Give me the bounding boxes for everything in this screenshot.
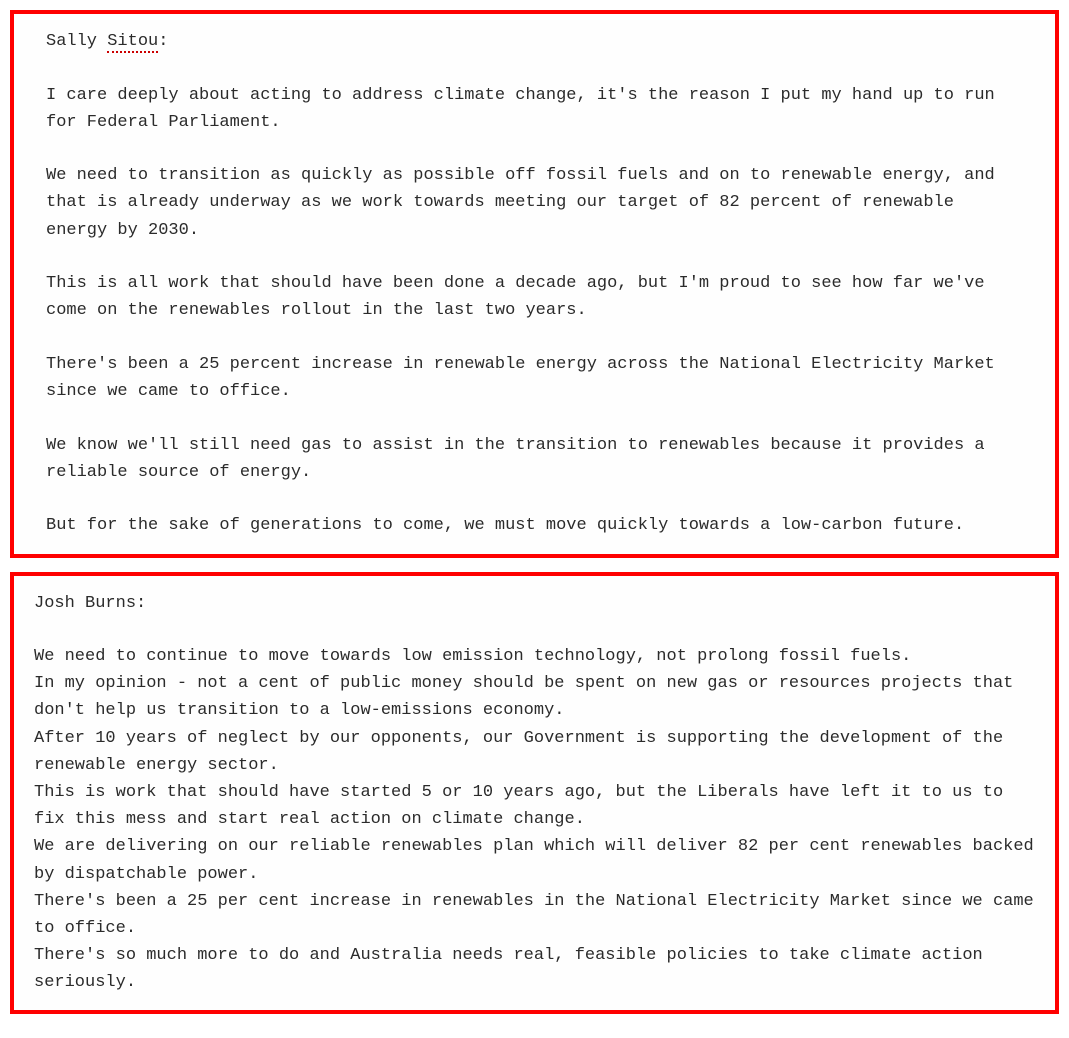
speaker-name: Josh Burns: — [34, 590, 1035, 617]
speaker-name: Sally Sitou: — [46, 28, 1023, 55]
speaker-underlined: Sitou — [107, 32, 158, 53]
paragraph: We need to continue to move towards low … — [34, 643, 1035, 670]
speaker-prefix: Josh Burns: — [34, 594, 146, 613]
quote-box-josh: Josh Burns: We need to continue to move … — [10, 572, 1059, 1015]
paragraph: After 10 years of neglect by our opponen… — [34, 725, 1035, 779]
paragraph: There's so much more to do and Australia… — [34, 942, 1035, 996]
paragraph: I care deeply about acting to address cl… — [46, 82, 1023, 136]
paragraph: There's been a 25 percent increase in re… — [46, 351, 1023, 405]
paragraph: We are delivering on our reliable renewa… — [34, 833, 1035, 887]
paragraph: This is all work that should have been d… — [46, 270, 1023, 324]
paragraph: There's been a 25 per cent increase in r… — [34, 888, 1035, 942]
paragraph: In my opinion - not a cent of public mon… — [34, 670, 1035, 724]
quote-box-sally: Sally Sitou: I care deeply about acting … — [10, 10, 1059, 558]
paragraph: But for the sake of generations to come,… — [46, 512, 1023, 539]
speaker-prefix: Sally — [46, 32, 107, 51]
paragraph: This is work that should have started 5 … — [34, 779, 1035, 833]
paragraph: We need to transition as quickly as poss… — [46, 162, 1023, 244]
speaker-suffix: : — [158, 32, 168, 51]
paragraph: We know we'll still need gas to assist i… — [46, 432, 1023, 486]
